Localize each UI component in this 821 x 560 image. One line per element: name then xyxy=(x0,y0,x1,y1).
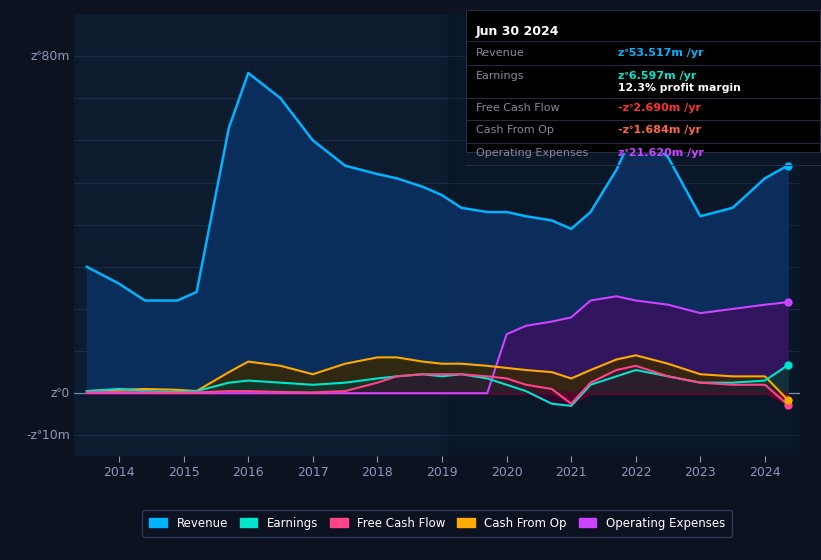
Text: Earnings: Earnings xyxy=(476,71,525,81)
Text: zᐤ53.517m /yr: zᐤ53.517m /yr xyxy=(618,48,704,58)
Text: 12.3% profit margin: 12.3% profit margin xyxy=(618,83,741,93)
Text: Free Cash Flow: Free Cash Flow xyxy=(476,103,559,113)
Text: zᐤ0: zᐤ0 xyxy=(51,387,71,400)
Text: zᐤ80m: zᐤ80m xyxy=(30,50,71,63)
Legend: Revenue, Earnings, Free Cash Flow, Cash From Op, Operating Expenses: Revenue, Earnings, Free Cash Flow, Cash … xyxy=(142,510,732,537)
Text: zᐤ21.620m /yr: zᐤ21.620m /yr xyxy=(618,148,704,158)
Text: -zᐤ10m: -zᐤ10m xyxy=(26,429,71,442)
Bar xyxy=(448,14,800,456)
Text: Operating Expenses: Operating Expenses xyxy=(476,148,588,158)
Text: Cash From Op: Cash From Op xyxy=(476,125,553,136)
Text: -zᐤ2.690m /yr: -zᐤ2.690m /yr xyxy=(618,103,701,113)
Text: Jun 30 2024: Jun 30 2024 xyxy=(476,25,559,38)
Text: -zᐤ1.684m /yr: -zᐤ1.684m /yr xyxy=(618,125,701,136)
Text: Revenue: Revenue xyxy=(476,48,525,58)
Text: zᐤ6.597m /yr: zᐤ6.597m /yr xyxy=(618,71,696,81)
